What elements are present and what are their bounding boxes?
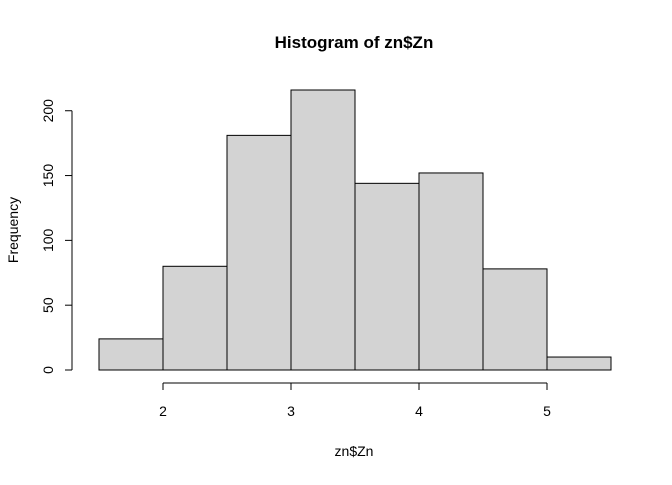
x-axis-label: zn$Zn — [335, 443, 374, 459]
bars-group — [98, 89, 612, 371]
y-tick-label: 0 — [40, 366, 56, 374]
histogram-bar — [290, 89, 356, 371]
histogram-bar — [482, 268, 548, 371]
histogram-bar — [546, 356, 612, 371]
y-axis-label: Frequency — [5, 197, 21, 263]
y-tick-label: 50 — [40, 297, 56, 313]
histogram-bar — [98, 338, 164, 371]
histogram-bar — [354, 182, 420, 371]
histogram-bar — [162, 265, 228, 371]
x-tick-label: 4 — [415, 403, 423, 419]
y-tick-label: 200 — [40, 99, 56, 123]
y-tick-label: 100 — [40, 228, 56, 252]
histogram-bar — [226, 134, 292, 371]
x-tick-label: 3 — [287, 403, 295, 419]
y-tick-label: 150 — [40, 164, 56, 188]
x-tick-label: 5 — [543, 403, 551, 419]
x-tick-label: 2 — [159, 403, 167, 419]
x-axis: 2 3 4 5 — [159, 382, 551, 419]
chart-title: Histogram of zn$Zn — [275, 33, 434, 52]
y-axis: 0 50 100 150 200 — [40, 99, 73, 374]
histogram-bar — [418, 172, 484, 371]
